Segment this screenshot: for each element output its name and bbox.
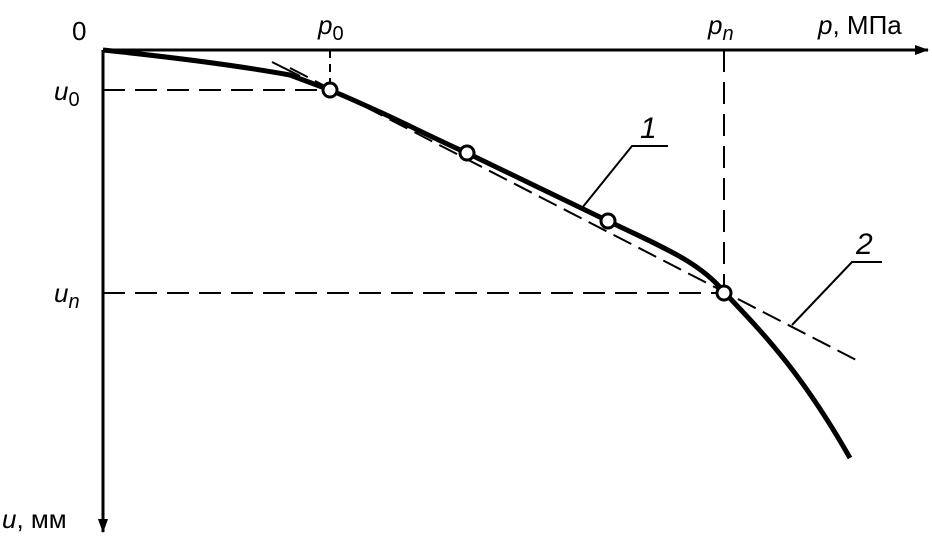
- leader-2: [791, 261, 882, 326]
- x-axis-unit: , МПа: [832, 10, 902, 40]
- curve: [102, 47, 853, 460]
- y-axis-label: u, мм: [2, 504, 67, 534]
- y-axis-unit: , мм: [16, 504, 66, 534]
- un-label: un: [54, 278, 80, 313]
- un-main: u: [54, 278, 68, 308]
- un-sub: n: [68, 291, 79, 313]
- x-axis-var: p: [817, 10, 832, 40]
- curve-2-label: 2: [855, 228, 873, 261]
- approx-line-tip: [271, 61, 301, 77]
- u0-label: u0: [54, 76, 80, 111]
- pn-main: p: [707, 10, 722, 40]
- points: [321, 81, 733, 302]
- origin-label: 0: [72, 16, 86, 46]
- pn-label: pn: [707, 10, 734, 45]
- p0-sub: 0: [332, 23, 343, 45]
- u0-sub: 0: [68, 89, 79, 111]
- p0-label: p0: [317, 10, 344, 45]
- x-axis-label: p, МПа: [817, 10, 902, 40]
- curve-1-label: 1: [640, 112, 657, 145]
- y-axis-var: u: [2, 504, 16, 534]
- approx-line: [289, 67, 863, 364]
- u0-main: u: [54, 76, 68, 106]
- p0-main: p: [317, 10, 332, 40]
- leader-1: [581, 145, 668, 209]
- pn-sub: n: [722, 23, 733, 45]
- guide-lines: [103, 50, 725, 294]
